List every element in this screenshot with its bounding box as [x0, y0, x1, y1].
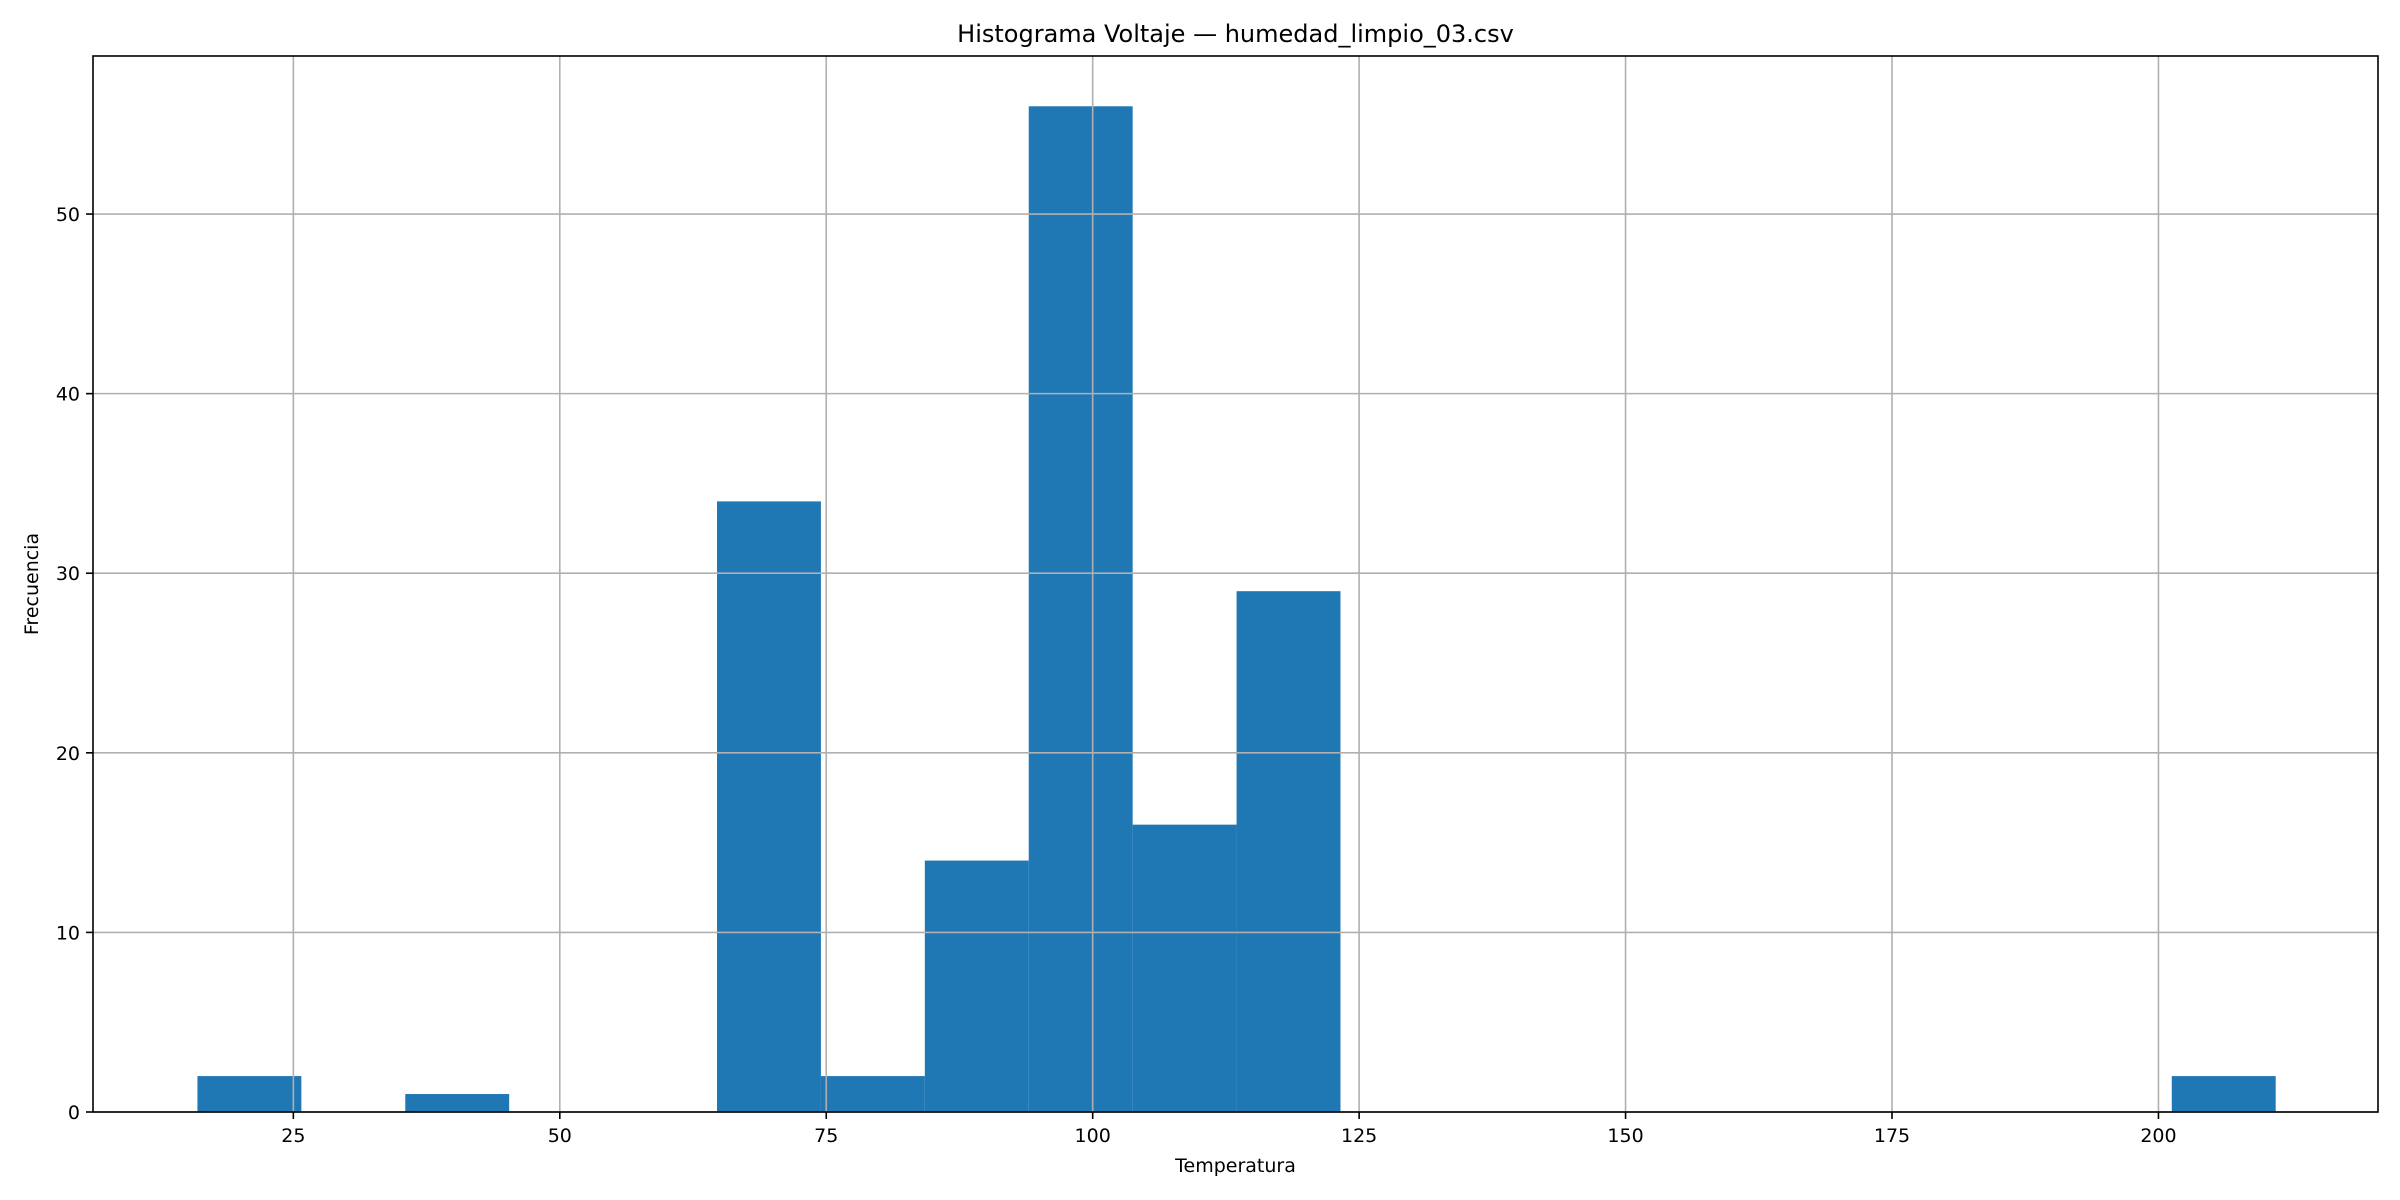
x-tick-label: 75 [814, 1125, 838, 1147]
y-tick-label: 0 [68, 1102, 80, 1124]
grid-layer [93, 56, 2378, 1113]
x-tick-label: 125 [1341, 1125, 1377, 1147]
x-tick-label: 50 [548, 1125, 572, 1147]
y-tick-label: 20 [56, 743, 80, 765]
histogram-bar [820, 1076, 925, 1112]
x-tick-label: 175 [1874, 1125, 1910, 1147]
x-tick-label: 200 [2140, 1125, 2176, 1147]
histogram-bar [405, 1094, 510, 1112]
chart-title: Histograma Voltaje — humedad_limpio_03.c… [957, 20, 1514, 48]
x-axis-label: Temperatura [1174, 1155, 1296, 1177]
bars-layer [197, 106, 2276, 1113]
ticks-layer: 25 50 75 100 125 150 175 200 0 10 20 30 40 50 [56, 204, 2177, 1147]
histogram-bar [717, 501, 821, 1112]
histogram-bar [924, 860, 1029, 1112]
y-tick-label: 10 [56, 922, 80, 944]
y-tick-label: 30 [56, 563, 80, 585]
histogram-bar [1236, 591, 1341, 1112]
histogram-bar [197, 1076, 302, 1112]
x-tick-label: 150 [1607, 1125, 1643, 1147]
y-axis-label: Frecuencia [21, 533, 43, 635]
histogram-bar [1132, 824, 1237, 1112]
histogram-bar [2171, 1076, 2276, 1112]
y-tick-label: 40 [56, 384, 80, 406]
x-tick-label: 100 [1075, 1125, 1111, 1147]
x-tick-label: 25 [281, 1125, 305, 1147]
histogram-bar [1028, 106, 1133, 1113]
plot-frame [92, 55, 2379, 1113]
y-tick-label: 50 [56, 204, 80, 226]
